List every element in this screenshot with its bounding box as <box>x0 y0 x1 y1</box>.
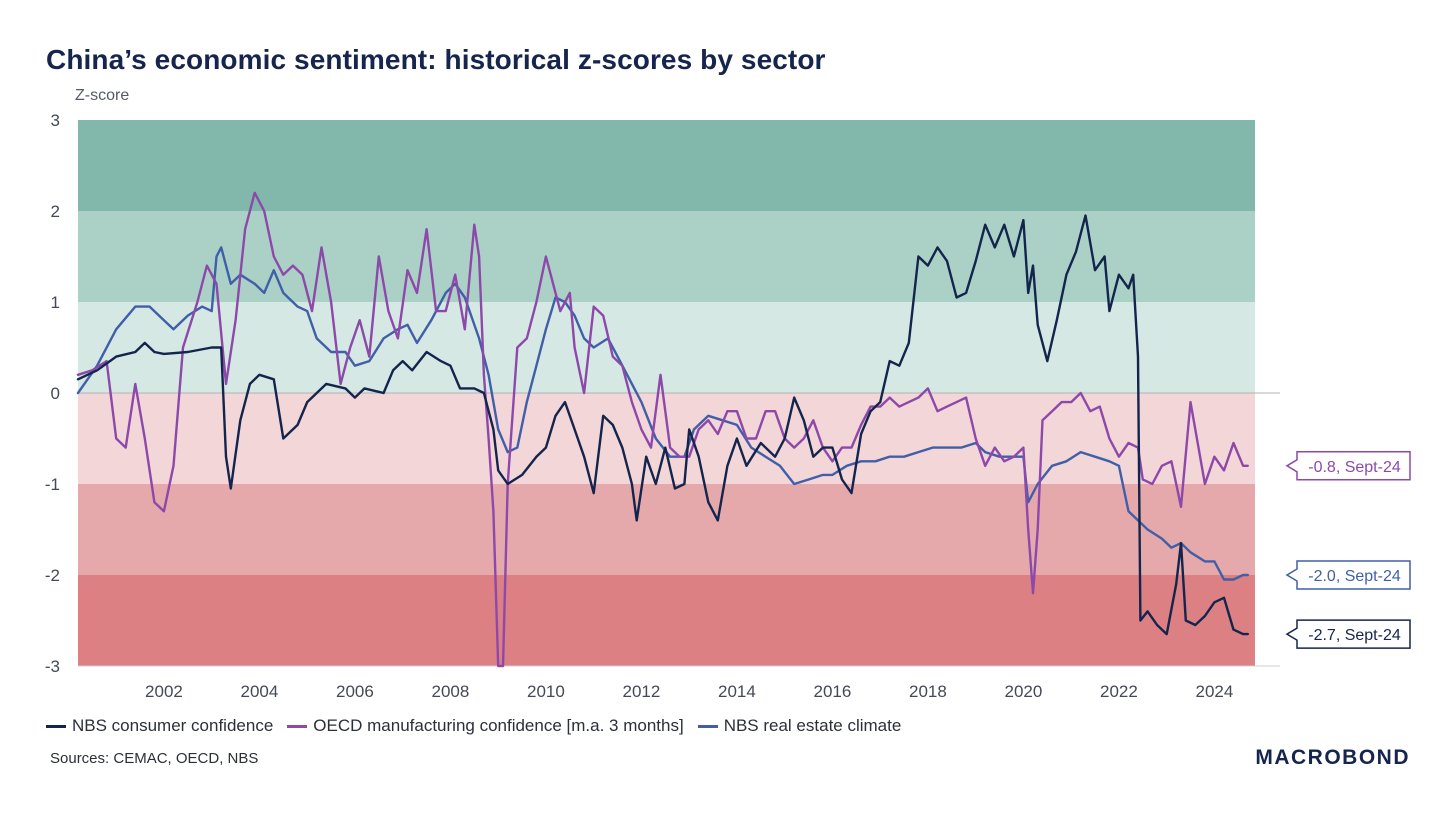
brand-logo: MACROBOND <box>1255 746 1410 769</box>
y-tick-label-0: 0 <box>51 384 60 403</box>
band-0 <box>78 120 1255 211</box>
y-tick-label--3: -3 <box>45 657 60 676</box>
band-3 <box>78 393 1255 484</box>
band-1 <box>78 211 1255 302</box>
end-label-box-1 <box>1285 451 1411 481</box>
x-tick-label-2020: 2020 <box>1005 682 1043 701</box>
x-tick-label-2004: 2004 <box>241 682 279 701</box>
series-line-1 <box>76 191 1249 668</box>
x-tick-label-2016: 2016 <box>814 682 852 701</box>
end-label-box-0 <box>1285 619 1411 649</box>
series-line-2 <box>76 246 1249 581</box>
legend: NBS consumer confidence OECD manufacturi… <box>46 716 901 736</box>
y-tick-label--1: -1 <box>45 475 60 494</box>
x-tick-label-2012: 2012 <box>623 682 661 701</box>
end-label-1: -0.8, Sept-24 <box>1308 459 1401 476</box>
x-tick-label-2006: 2006 <box>336 682 374 701</box>
x-tick-label-2022: 2022 <box>1100 682 1138 701</box>
y-tick-label-1: 1 <box>51 293 60 312</box>
y-tick-label--2: -2 <box>45 566 60 585</box>
x-tick-label-2002: 2002 <box>145 682 183 701</box>
legend-label-oecd: OECD manufacturing confidence [m.a. 3 mo… <box>313 716 684 735</box>
end-label-box-2 <box>1285 560 1411 590</box>
end-label-0: -2.7, Sept-24 <box>1308 627 1401 644</box>
x-tick-label-2010: 2010 <box>527 682 565 701</box>
legend-swatch-consumer <box>46 724 66 728</box>
legend-swatch-real-estate <box>697 724 718 728</box>
legend-item-oecd: OECD manufacturing confidence [m.a. 3 mo… <box>287 716 684 736</box>
legend-item-real-estate: NBS real estate climate <box>697 716 902 736</box>
band-2 <box>78 302 1255 393</box>
x-tick-label-2014: 2014 <box>718 682 756 701</box>
legend-label-consumer: NBS consumer confidence <box>72 716 274 735</box>
x-tick-label-2024: 2024 <box>1195 682 1233 701</box>
legend-swatch-oecd <box>287 724 308 728</box>
chart-title: China’s economic sentiment: historical z… <box>46 44 826 75</box>
sources-note: Sources: CEMAC, OECD, NBS <box>50 750 259 767</box>
x-tick-label-2018: 2018 <box>909 682 947 701</box>
y-axis-label: Z-score <box>75 87 130 104</box>
x-tick-label-2008: 2008 <box>432 682 470 701</box>
end-label-2: -2.0, Sept-24 <box>1308 568 1401 585</box>
y-tick-label-2: 2 <box>51 202 60 221</box>
band-4 <box>78 484 1255 575</box>
band-5 <box>78 575 1255 666</box>
legend-item-consumer: NBS consumer confidence <box>46 716 273 736</box>
series-line-0 <box>76 214 1249 636</box>
y-tick-label-3: 3 <box>51 111 60 130</box>
legend-label-real-estate: NBS real estate climate <box>723 716 902 735</box>
